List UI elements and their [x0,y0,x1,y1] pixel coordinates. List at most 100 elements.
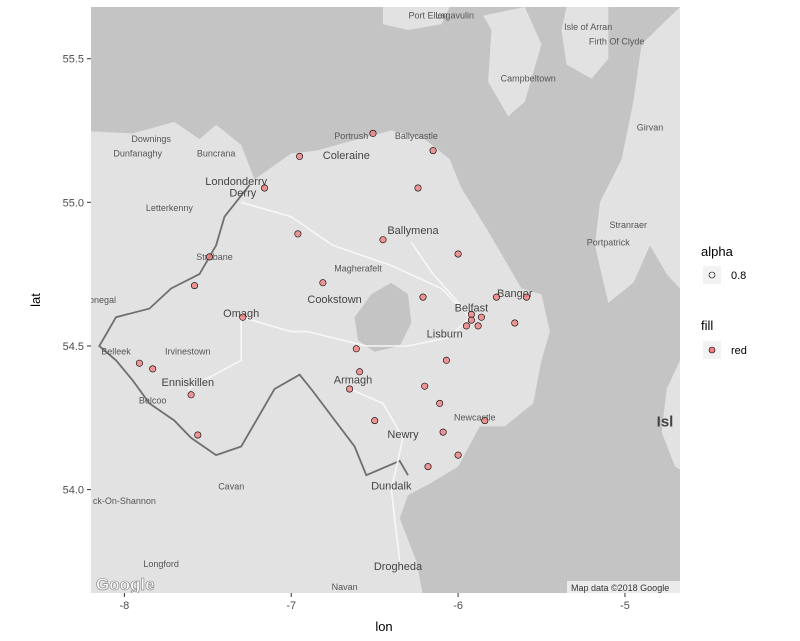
place-label: Armagh [334,374,373,386]
data-point [260,184,268,192]
road-4 [240,316,308,333]
data-point [191,282,199,290]
land-arran [561,7,609,79]
place-label: Newcastle [454,413,496,423]
data-point [442,356,450,364]
y-tick-label: 54.0 [63,485,84,497]
legend-alpha-symbol [708,271,716,279]
road-0 [240,201,471,318]
place-label: Coleraine [323,150,370,162]
border-layer [98,184,409,477]
place-label: Letterkenny [146,203,194,213]
data-point [294,230,302,238]
place-label: Donegal [83,295,117,305]
land-layer [91,7,680,593]
place-label: Lagavulin [435,11,474,21]
map-credits: Google Map data ©2018 Google [96,575,680,594]
data-point [379,236,387,244]
data-point [462,322,470,330]
road-5 [187,317,242,390]
data-point [356,368,364,376]
place-label: Girvan [637,123,664,133]
data-point [424,463,432,471]
data-point [454,250,462,258]
data-point [492,293,500,301]
data-point [369,129,377,137]
data-point [296,152,304,160]
legend: alpha 0.8 fill red [701,244,747,359]
data-point [187,391,195,399]
place-label: Belleek [101,347,131,357]
data-point [474,322,482,330]
land-isle-of-man [661,360,680,470]
place-label: ck-On-Shannon [93,496,156,506]
place-label: Isl [657,413,674,430]
place-label: Lisburn [427,328,463,340]
data-point [419,293,427,301]
place-label: Cookstown [307,294,361,306]
data-point [319,279,327,287]
legend-fill-symbol [708,346,716,354]
ni-border [98,184,409,477]
google-logo: Google [96,575,155,594]
x-tick-label: -5 [620,600,630,612]
place-label: Stranraer [610,220,648,230]
credit-background [567,581,680,593]
place-label: Buncrana [197,148,236,158]
data-point [194,431,202,439]
data-point [414,184,422,192]
place-label: Isle of Arran [564,22,612,32]
place-label: Downings [131,134,171,144]
data-point [477,313,485,321]
road-1 [410,242,467,313]
data-point [346,385,354,393]
place-label: Newry [387,429,419,441]
data-point [421,382,429,390]
place-label: Portrush [334,131,368,141]
legend-alpha-label: 0.8 [731,270,746,282]
place-label: Belcoo [139,395,167,405]
road-3 [349,388,404,562]
road-2 [307,316,471,347]
place-label: Enniskillen [162,377,215,389]
data-point [135,359,143,367]
place-label: Dunfanaghy [113,148,162,158]
x-tick-label: -7 [286,600,296,612]
place-label: Magherafelt [334,263,382,273]
data-point [511,319,519,327]
legend-alpha-title: alpha [701,244,734,259]
y-tick-label: 54.5 [63,341,84,353]
y-tick-label: 55.5 [63,54,84,66]
place-label: Belfast [455,303,489,315]
data-point [206,253,214,261]
x-axis-title: lon [375,619,392,634]
data-point [149,365,157,373]
map-credit: Map data ©2018 Google [571,583,669,593]
data-point [239,313,247,321]
axes: -8 -7 -6 -5 54.0 54.5 55.0 55.5 [63,54,630,612]
land-kintyre [483,7,542,117]
data-point [429,147,437,155]
land-ireland [91,121,550,593]
place-label: Portpatrick [587,237,631,247]
data-point [454,451,462,459]
data-point [467,316,475,324]
place-label: Ballymena [387,225,439,237]
place-label: Londonderry [205,176,267,188]
place-label: Dundalk [371,481,412,493]
legend-fill-label: red [731,345,747,357]
road-layer [187,201,471,562]
place-label: Irvinestown [165,347,211,357]
place-label: Cavan [218,482,244,492]
place-label: Campbeltown [501,74,556,84]
data-point [371,417,379,425]
x-tick-label: -6 [453,600,463,612]
place-label: Drogheda [374,561,423,573]
data-points [135,129,530,471]
place-label: Ballycastle [395,131,438,141]
data-point [352,345,360,353]
data-point [439,428,447,436]
